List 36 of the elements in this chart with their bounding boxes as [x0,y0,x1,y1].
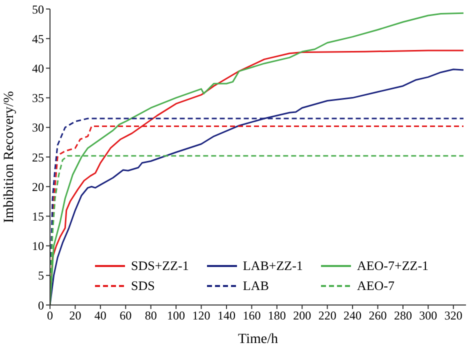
x-tick-label: 160 [242,308,261,323]
y-tick-label: 50 [32,2,44,16]
x-tick-label: 100 [167,308,186,323]
y-tick-label: 40 [32,61,44,76]
y-tick-label: 35 [32,91,44,106]
x-tick-label: 240 [344,308,362,323]
x-tick-label: 180 [268,308,286,323]
x-tick-label: 280 [394,308,412,323]
x-tick-label: 60 [120,308,132,323]
y-tick-label: 15 [32,209,44,224]
legend-label: SDS+ZZ-1 [131,258,189,274]
legend-label: SDS [131,278,155,294]
x-tick-label: 80 [144,308,157,323]
x-tick-label: 140 [217,308,236,323]
x-tick-label: 40 [94,308,106,323]
y-tick-label: 30 [32,120,44,135]
y-tick-label: 20 [32,180,44,194]
legend-label: AEO-7+ZZ-1 [356,258,429,274]
y-tick-label: 10 [32,239,44,254]
x-tick-label: 0 [47,308,53,323]
x-tick-label: 300 [419,308,438,323]
y-tick-label: 0 [38,298,44,312]
y-tick-label: 5 [38,268,44,283]
legend-label: LAB+ZZ-1 [242,258,303,274]
legend-label: LAB [242,278,269,294]
legend-label: AEO-7 [356,278,394,294]
x-tick-label: 260 [368,308,387,323]
y-tick-label: 45 [32,32,44,46]
x-tick-label: 120 [192,308,210,323]
x-tick-label: 320 [444,308,462,323]
x-tick-label: 20 [69,308,82,323]
y-axis-title: Imbibition Recovery/% [2,90,17,223]
x-axis-title: Time/h [238,332,278,347]
y-tick-label: 25 [32,150,44,164]
x-tick-label: 200 [293,308,312,323]
x-tick-label: 220 [318,308,336,323]
